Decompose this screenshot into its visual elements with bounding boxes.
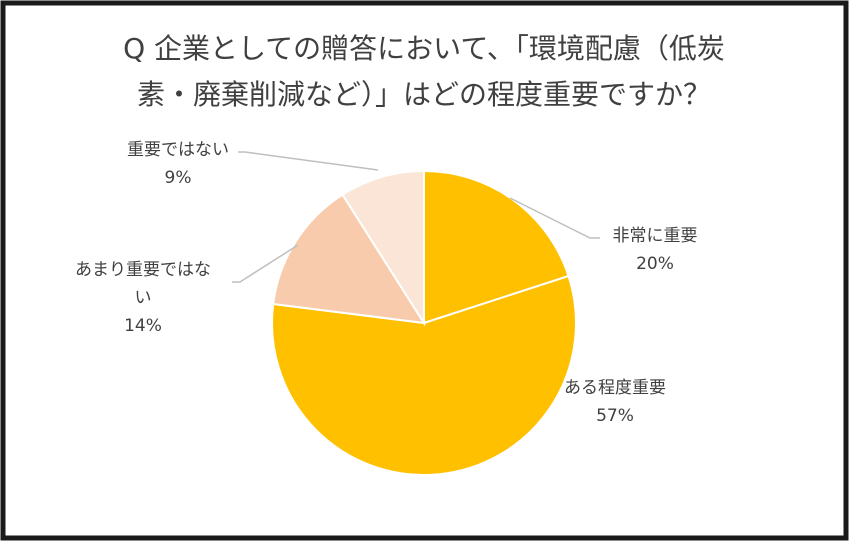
data-label: 重要ではない 9%	[108, 136, 248, 192]
leader-line	[238, 151, 379, 171]
value-label: 14%	[124, 316, 162, 336]
pie-slice	[271, 274, 577, 476]
data-label: 非常に重要 20%	[595, 222, 715, 278]
category-label: 非常に重要	[612, 226, 698, 246]
data-label: あまり重要ではない 14%	[68, 256, 218, 340]
value-label: 9%	[164, 168, 192, 188]
pie-slice	[341, 169, 425, 327]
leader-line	[509, 197, 600, 239]
category-label: 重要ではない	[127, 140, 229, 160]
value-label: 20%	[636, 254, 674, 274]
category-label: ある程度重要	[564, 378, 666, 398]
leader-line	[232, 244, 299, 283]
leader-lines	[232, 151, 600, 283]
chart-title: Q 企業としての贈答において、「環境配慮（低炭	[123, 32, 725, 65]
pie-slice	[272, 193, 426, 325]
value-label: 57%	[596, 406, 634, 426]
data-label: ある程度重要 57%	[545, 374, 685, 430]
category-label: あまり重要ではない	[75, 260, 211, 308]
chart-title: 素・廃棄削減など）」はどの程度重要ですか？	[137, 78, 711, 111]
